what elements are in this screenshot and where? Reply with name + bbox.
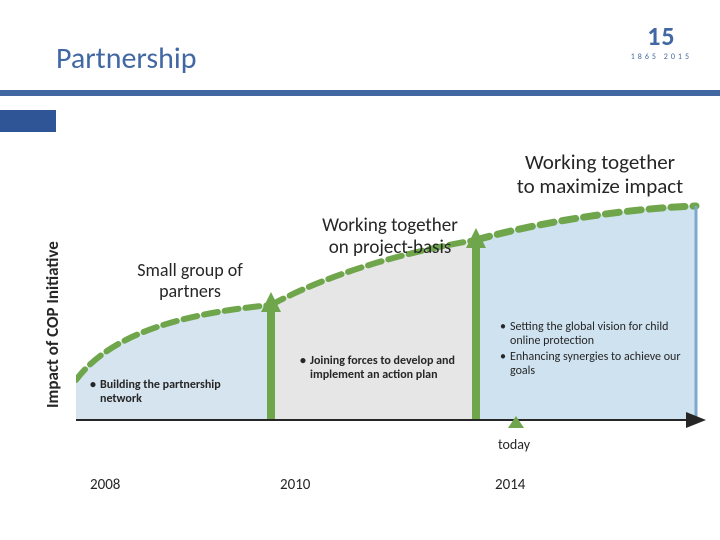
stage3-bullets: Setting the global vision for child onli… <box>500 320 700 380</box>
x-tick-2014: 2014 <box>495 476 525 494</box>
page-title: Partnership <box>56 40 197 77</box>
stage3-label-text: Working together to maximize impact <box>517 149 683 199</box>
stage3-bullet-0: Setting the global vision for child onli… <box>500 320 700 348</box>
x-tick-2008: 2008 <box>90 476 120 494</box>
x-tick-2010: 2010 <box>280 476 310 494</box>
logo-years: 1865 2015 <box>631 52 692 62</box>
stage3-label: Working together to maximize impact <box>490 150 710 198</box>
stage1-bullets: Building the partnership network <box>90 378 260 408</box>
logo-number: 15 <box>631 20 692 52</box>
stage1-label: Small group of partners <box>110 260 270 301</box>
slide: Partnership 15 1865 2015 Impact of COP I… <box>0 0 720 540</box>
y-axis-label: Impact of COP Initiative <box>42 241 63 408</box>
title-underline <box>0 90 720 96</box>
stage2-label-text: Working together on project-basis <box>322 214 458 259</box>
stage2-area <box>271 240 476 420</box>
logo: 15 1865 2015 <box>631 20 692 62</box>
stage2-bullet-0: Joining forces to develop and implement … <box>300 354 470 382</box>
today-label: today <box>498 436 530 453</box>
stage2-label: Working together on project-basis <box>295 215 485 259</box>
stage3-bullet-1: Enhancing synergies to achieve our goals <box>500 350 700 378</box>
stage2-bullets: Joining forces to develop and implement … <box>300 354 470 384</box>
stage1-label-text: Small group of partners <box>137 259 243 302</box>
stage1-bullet-0: Building the partnership network <box>90 378 260 406</box>
stage3-area <box>476 206 696 420</box>
accent-bar <box>0 110 56 132</box>
